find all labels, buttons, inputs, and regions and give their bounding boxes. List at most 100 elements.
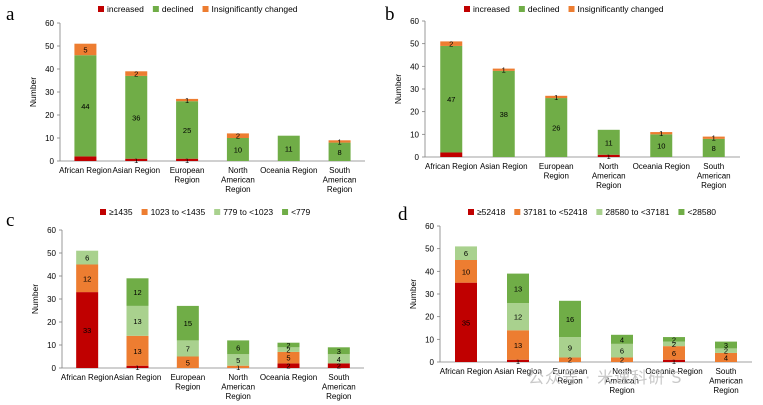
data-label: 47 (447, 95, 455, 104)
data-label: 12 (133, 288, 141, 297)
x-tick-label: European (170, 166, 205, 175)
bar-segment (126, 305, 149, 336)
legend-swatch (514, 209, 521, 215)
y-tick-label: 10 (45, 134, 54, 143)
data-label: 1 (672, 357, 676, 366)
x-tick-label: Region (609, 386, 634, 395)
data-label: 26 (552, 124, 560, 133)
legend-swatch (141, 209, 148, 215)
bar-segment (611, 343, 633, 358)
data-label: 10 (234, 146, 242, 155)
y-tick-label: 40 (425, 267, 434, 276)
data-label: 1 (135, 363, 139, 372)
y-tick-label: 0 (430, 358, 435, 367)
bar-segment (277, 351, 300, 364)
legend-label: ≥52418 (477, 207, 506, 217)
bar-segment (176, 98, 199, 102)
bar-segment (74, 43, 97, 56)
data-label: 11 (605, 138, 613, 147)
x-tick-label: Region (713, 386, 738, 395)
x-tick-label: Asian Region (112, 166, 160, 175)
data-label: 2 (672, 335, 676, 344)
bar-segment (76, 292, 99, 368)
y-tick-label: 50 (47, 249, 56, 258)
bar-segment (125, 158, 148, 161)
bar-segment (545, 95, 568, 99)
bar-segment (328, 142, 351, 161)
data-label: 5 (236, 356, 240, 365)
bar-segment (663, 346, 685, 360)
bar-segment (277, 363, 300, 368)
bar-segment (126, 365, 149, 368)
bar-segment (176, 305, 199, 341)
data-label: 2 (134, 70, 138, 79)
bar-segment (507, 330, 529, 360)
data-label: 5 (186, 358, 190, 367)
bar-segment (492, 68, 515, 71)
x-tick-label: Region (544, 172, 569, 181)
y-axis-label: Number (28, 77, 38, 107)
legend-swatch (596, 209, 603, 215)
legend-label: Insignificantly changed (212, 4, 298, 14)
bar-segment (125, 71, 148, 76)
data-label: 6 (85, 254, 89, 263)
x-tick-label: South (716, 367, 737, 376)
legend-swatch (282, 209, 289, 215)
bar-segment (176, 356, 199, 368)
x-tick-label: Region (175, 383, 200, 392)
bar-segment (126, 278, 149, 306)
bar-segment (74, 156, 97, 161)
x-tick-label: American (592, 172, 626, 181)
x-tick-label: Region (701, 181, 726, 190)
y-tick-label: 50 (425, 245, 434, 254)
bar-segment (226, 138, 249, 161)
bar-segment (327, 347, 350, 355)
y-tick-label: 10 (47, 341, 56, 350)
data-label: 6 (464, 249, 468, 258)
legend-swatch (518, 6, 525, 12)
bar-segment (440, 41, 463, 46)
bar-segment (559, 357, 581, 362)
data-label: 38 (500, 110, 508, 119)
bar-segment (176, 158, 199, 161)
bar-segment (702, 138, 725, 157)
panel-a: a increased declined Insignificantly change… (6, 4, 365, 194)
bar-segment (650, 132, 673, 135)
data-label: 1 (502, 66, 506, 75)
y-tick-label: 40 (410, 62, 419, 71)
x-tick-label: African Region (61, 373, 113, 382)
data-label: 1 (659, 129, 663, 138)
bar-segment (327, 354, 350, 364)
panel-c: c ≥1435 1023 to <1435 779 to <1023 <779 0 10 20… (6, 207, 364, 401)
bar-segment (545, 98, 568, 157)
x-tick-label: American (323, 176, 357, 185)
x-tick-label: Asian Region (480, 162, 528, 171)
legend-label: ≥1435 (109, 207, 133, 217)
legend-label: 1023 to <1435 (151, 207, 206, 217)
y-tick-label: 50 (45, 42, 54, 51)
bar-segment (455, 282, 477, 362)
x-tick-label: American (709, 377, 743, 386)
y-tick-label: 40 (47, 272, 56, 281)
y-tick-label: 0 (415, 153, 420, 162)
legend-swatch (464, 6, 470, 12)
legend-label: <779 (291, 207, 310, 217)
data-label: 2 (672, 340, 676, 349)
x-tick-label: North (228, 166, 248, 175)
x-tick-label: Region (225, 185, 250, 194)
data-label: 4 (337, 355, 341, 364)
y-axis-label: Number (30, 284, 40, 314)
bar-segment (715, 341, 737, 349)
legend-swatch (678, 209, 685, 215)
data-label: 1 (236, 363, 240, 372)
x-tick-label: African Region (425, 162, 477, 171)
bar-segment (227, 365, 250, 368)
y-tick-label: 30 (45, 88, 54, 97)
legend-swatch (568, 6, 575, 12)
legend-label: Insignificantly changed (578, 4, 664, 14)
x-tick-label: Asian Region (494, 367, 542, 376)
data-label: 3 (724, 341, 728, 350)
legend-label: increased (473, 4, 510, 14)
bar-segment (611, 357, 633, 362)
